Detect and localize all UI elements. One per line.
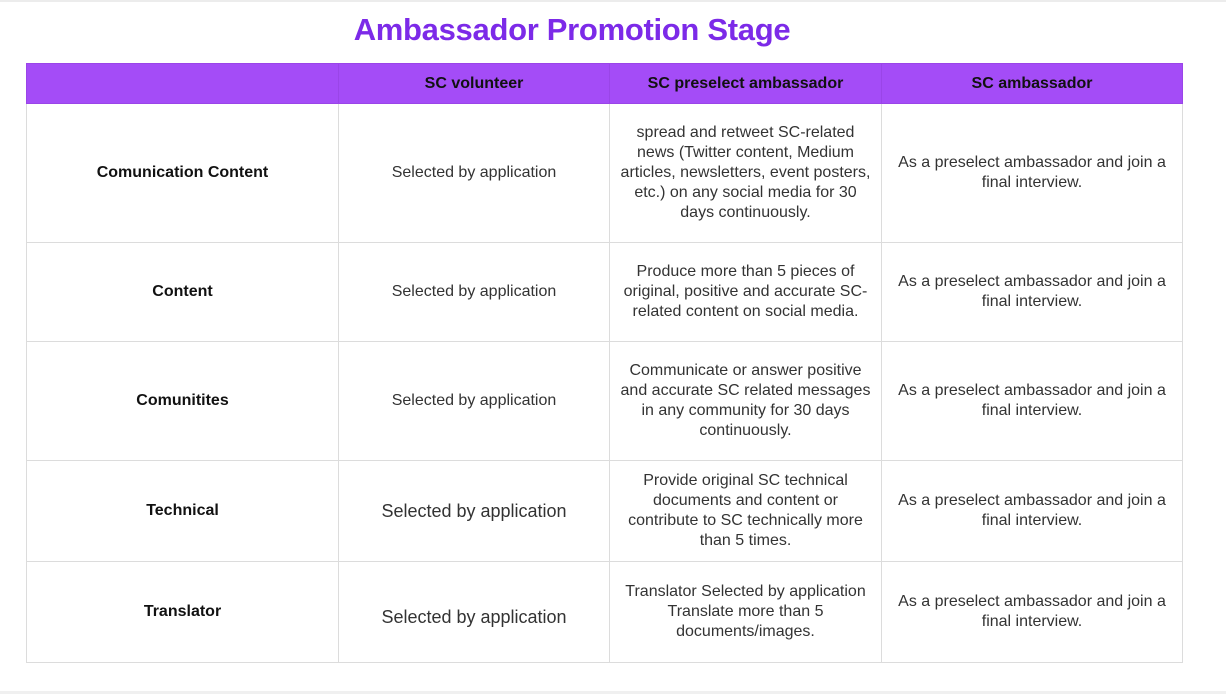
ambassador-cell: As a preselect ambassador and join a fin… [881,103,1183,243]
header-sc-preselect-ambassador: SC preselect ambassador [609,63,882,104]
page-title: Ambassador Promotion Stage [353,12,791,47]
preselect-cell: Translator Selected by application Trans… [609,561,882,663]
preselect-cell: Produce more than 5 pieces of original, … [609,242,882,342]
header-sc-volunteer: SC volunteer [338,63,610,104]
volunteer-cell: Selected by application [338,103,610,243]
table-row: Comunication Content Selected by applica… [26,103,1183,243]
preselect-cell: Provide original SC technical documents … [609,460,882,562]
table-row: Content Selected by application Produce … [26,242,1183,342]
ambassador-cell: As a preselect ambassador and join a fin… [881,460,1183,562]
volunteer-cell: Selected by application [338,460,610,562]
header-empty [26,63,339,104]
row-category: Technical [26,460,339,562]
table-row: Comunitites Selected by application Comm… [26,341,1183,461]
row-category: Comunication Content [26,103,339,243]
header-sc-ambassador: SC ambassador [881,63,1183,104]
row-category: Comunitites [26,341,339,461]
table-row: Technical Selected by application Provid… [26,460,1183,562]
volunteer-cell: Selected by application [338,561,610,663]
volunteer-cell: Selected by application [338,242,610,342]
table-header-row: SC volunteer SC preselect ambassador SC … [26,63,1183,104]
bottom-divider [0,691,1226,694]
preselect-cell: Communicate or answer positive and accur… [609,341,882,461]
ambassador-cell: As a preselect ambassador and join a fin… [881,242,1183,342]
top-divider [0,0,1226,2]
row-category: Translator [26,561,339,663]
row-category: Content [26,242,339,342]
volunteer-cell: Selected by application [338,341,610,461]
preselect-cell: spread and retweet SC-related news (Twit… [609,103,882,243]
ambassador-cell: As a preselect ambassador and join a fin… [881,561,1183,663]
table-row: Translator Selected by application Trans… [26,561,1183,663]
ambassador-cell: As a preselect ambassador and join a fin… [881,341,1183,461]
promotion-stage-table: SC volunteer SC preselect ambassador SC … [26,63,1183,663]
